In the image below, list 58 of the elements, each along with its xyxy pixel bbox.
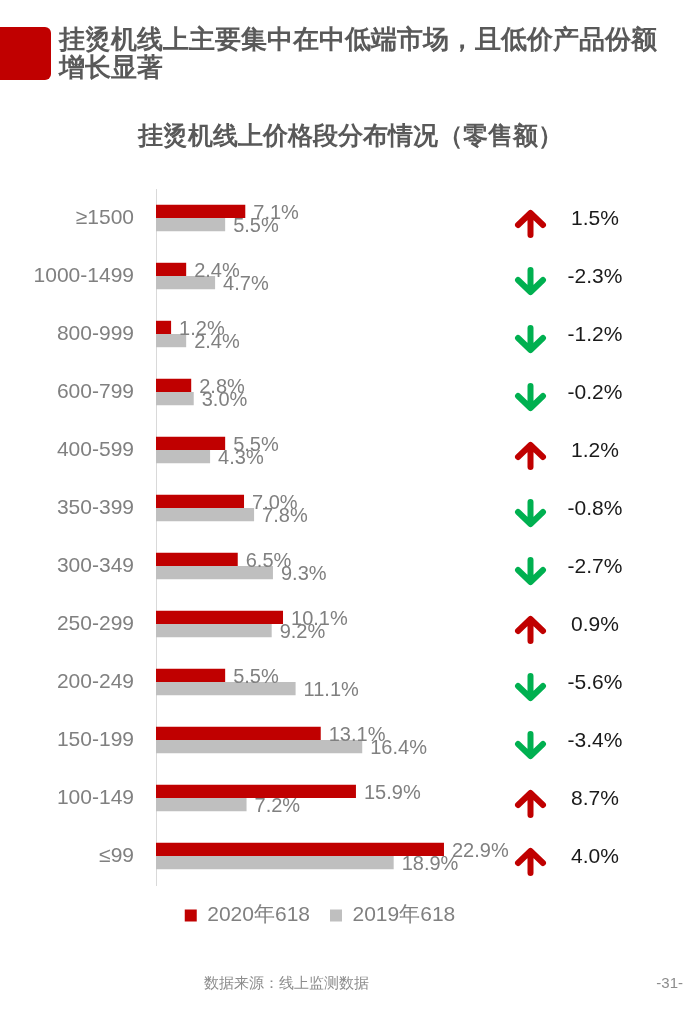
bar xyxy=(156,668,226,682)
text: 0.9% xyxy=(571,611,619,635)
text: -5.6% xyxy=(567,669,623,693)
y-tick-label: 800-999 xyxy=(56,320,134,344)
bar xyxy=(156,378,192,392)
y-tick-label: 150-199 xyxy=(56,726,134,750)
bar xyxy=(156,494,245,508)
bar xyxy=(156,204,246,218)
bar xyxy=(156,508,255,522)
data-label: 11.1% xyxy=(303,678,360,701)
y-tick-label: 250-299 xyxy=(56,610,134,634)
bar xyxy=(156,610,284,624)
bar xyxy=(156,262,187,276)
bar xyxy=(156,320,172,334)
data-label: 15.9% xyxy=(363,780,421,803)
y-tick-label: 1000-1499 xyxy=(33,262,134,286)
y-tick-label: 350-399 xyxy=(56,494,134,518)
bar xyxy=(156,624,272,638)
bar xyxy=(156,436,226,450)
bar xyxy=(156,552,238,566)
legend-label: 2019年618 xyxy=(352,902,456,926)
text: -2.3% xyxy=(567,263,623,287)
text: 4.0% xyxy=(571,843,619,867)
bar xyxy=(156,798,247,812)
bar xyxy=(156,566,273,580)
text: -1.2% xyxy=(567,321,623,345)
y-tick-label: 400-599 xyxy=(56,436,134,460)
data-label: 5.5% xyxy=(233,664,279,687)
bar xyxy=(156,856,394,870)
bar xyxy=(156,842,444,856)
y-tick-label: 600-799 xyxy=(56,378,134,402)
bar xyxy=(156,784,356,798)
text: -31- xyxy=(656,974,683,992)
text: -0.2% xyxy=(567,379,623,403)
bar xyxy=(156,682,296,696)
data-label: 7.2% xyxy=(254,794,301,817)
y-tick-label: ≥1500 xyxy=(75,204,134,228)
bar xyxy=(156,726,321,740)
y-tick-label: 100-149 xyxy=(56,784,134,808)
y-tick-label: 200-249 xyxy=(56,668,134,692)
text: 8.7% xyxy=(571,785,619,809)
chart-title: 挂烫机线上主要集中在中低端市场，且低价产品份额增长显著 xyxy=(59,24,658,82)
text: -3.4% xyxy=(567,727,623,751)
source-note: 数据来源：线上监测数据 xyxy=(204,974,369,992)
y-tick-label: ≤99 xyxy=(99,842,134,866)
text: -2.7% xyxy=(567,553,623,577)
legend-label: 2020年618 xyxy=(207,902,311,926)
bar xyxy=(156,334,187,348)
bar xyxy=(156,450,211,464)
bar xyxy=(156,740,363,754)
y-tick-label: 300-349 xyxy=(56,552,134,576)
text: -0.8% xyxy=(567,495,623,519)
bar xyxy=(156,276,216,290)
text: 1.5% xyxy=(571,205,619,229)
bar xyxy=(156,392,194,406)
bar xyxy=(156,218,226,232)
chart-subtitle: 挂烫机线上价格段分布情况（零售额） xyxy=(136,120,564,150)
text: 1.2% xyxy=(571,437,619,461)
